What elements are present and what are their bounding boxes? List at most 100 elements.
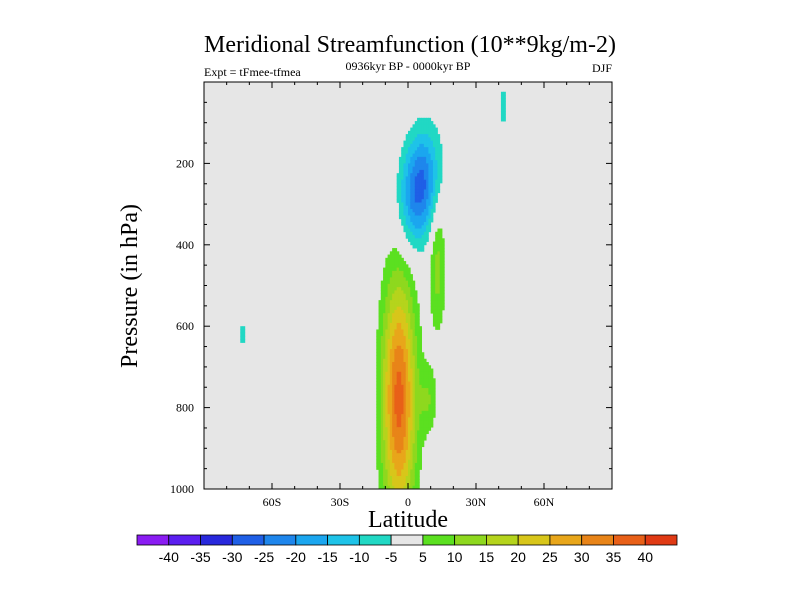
contour-cell (423, 423, 427, 428)
contour-cell (408, 391, 411, 395)
contour-cell (378, 388, 382, 392)
contour-cell (389, 257, 393, 262)
contour-cell (437, 319, 441, 324)
contour-cell (401, 453, 404, 457)
contour-cell (412, 153, 416, 158)
contour-cell (398, 352, 402, 356)
contour-cell (435, 150, 438, 155)
contour-cell (392, 433, 395, 438)
contour-cell (387, 322, 391, 327)
contour-cell (414, 143, 418, 148)
contour-cell (417, 362, 420, 366)
contour-cell (396, 414, 400, 418)
contour-cell (396, 322, 400, 327)
contour-cell (389, 430, 393, 435)
contour-cell (419, 436, 422, 441)
contour-cell (412, 407, 416, 412)
contour-cell (405, 475, 409, 480)
contour-cell (408, 199, 411, 203)
contour-cell (385, 329, 388, 334)
contour-cell (430, 391, 434, 395)
contour-cell (380, 355, 384, 360)
contour-cell (392, 348, 395, 353)
contour-cell (376, 329, 379, 334)
contour-cell (405, 326, 409, 330)
contour-cell (392, 345, 395, 350)
contour-cell (401, 456, 404, 461)
contour-cell (380, 475, 384, 480)
contour-cell (426, 235, 429, 239)
contour-cell (421, 218, 425, 223)
contour-cell (423, 238, 427, 242)
contour-cell (394, 306, 398, 311)
contour-cell (410, 365, 413, 369)
contour-cell (394, 293, 398, 298)
contour-cell (410, 303, 413, 308)
contour-cell (503, 111, 506, 115)
contour-cell (405, 182, 409, 187)
contour-cell (426, 388, 429, 392)
contour-cell (410, 420, 413, 425)
contour-cell (414, 352, 418, 356)
contour-cell (419, 410, 422, 415)
contour-cell (398, 169, 402, 174)
contour-cell (387, 404, 391, 408)
contour-cell (387, 348, 391, 353)
contour-cell (408, 449, 411, 454)
contour-cell (437, 306, 441, 311)
contour-cell (385, 456, 388, 461)
contour-cell (394, 348, 398, 353)
contour-cell (401, 160, 404, 164)
contour-cell (403, 410, 407, 415)
contour-cell (439, 228, 443, 233)
contour-cell (428, 124, 432, 128)
contour-cell (380, 313, 384, 317)
contour-cell (421, 160, 425, 164)
contour-cell (396, 306, 400, 311)
contour-cell (408, 277, 411, 282)
contour-cell (401, 404, 404, 408)
contour-cell (430, 290, 434, 295)
contour-cell (421, 241, 425, 246)
contour-cell (435, 316, 438, 321)
contour-cell (396, 475, 400, 480)
contour-cell (428, 195, 432, 200)
contour-cell (392, 456, 395, 461)
contour-cell (401, 218, 404, 223)
contour-cell (419, 205, 422, 210)
contour-cell (426, 215, 429, 220)
contour-cell (387, 300, 391, 304)
contour-cell (417, 166, 420, 171)
contour-cell (392, 417, 395, 422)
contour-cell (401, 433, 404, 438)
contour-cell (439, 296, 443, 301)
contour-cell (396, 362, 400, 366)
contour-cell (398, 485, 402, 489)
contour-cell (426, 147, 429, 151)
contour-cell (405, 410, 409, 415)
contour-cell (405, 443, 409, 448)
contour-cell (430, 293, 434, 298)
contour-cell (380, 407, 384, 412)
contour-cell (398, 362, 402, 366)
contour-cell (414, 137, 418, 142)
contour-cell (380, 300, 384, 304)
contour-cell (389, 316, 393, 321)
contour-cell (419, 238, 422, 242)
contour-cell (378, 362, 382, 366)
contour-cell (435, 264, 438, 268)
y-tick-label: 600 (176, 319, 194, 333)
contour-cell (419, 150, 422, 155)
contour-cell (412, 345, 416, 350)
contour-cell (392, 355, 395, 360)
colorbar-label: 25 (542, 549, 558, 565)
contour-cell (414, 215, 418, 220)
contour-cell (412, 449, 416, 454)
contour-cell (401, 430, 404, 435)
contour-cell (435, 248, 438, 252)
contour-cell (412, 355, 416, 360)
contour-cell (426, 401, 429, 405)
contour-cell (439, 238, 443, 242)
contour-cell (417, 241, 420, 246)
contour-cell (403, 274, 407, 278)
